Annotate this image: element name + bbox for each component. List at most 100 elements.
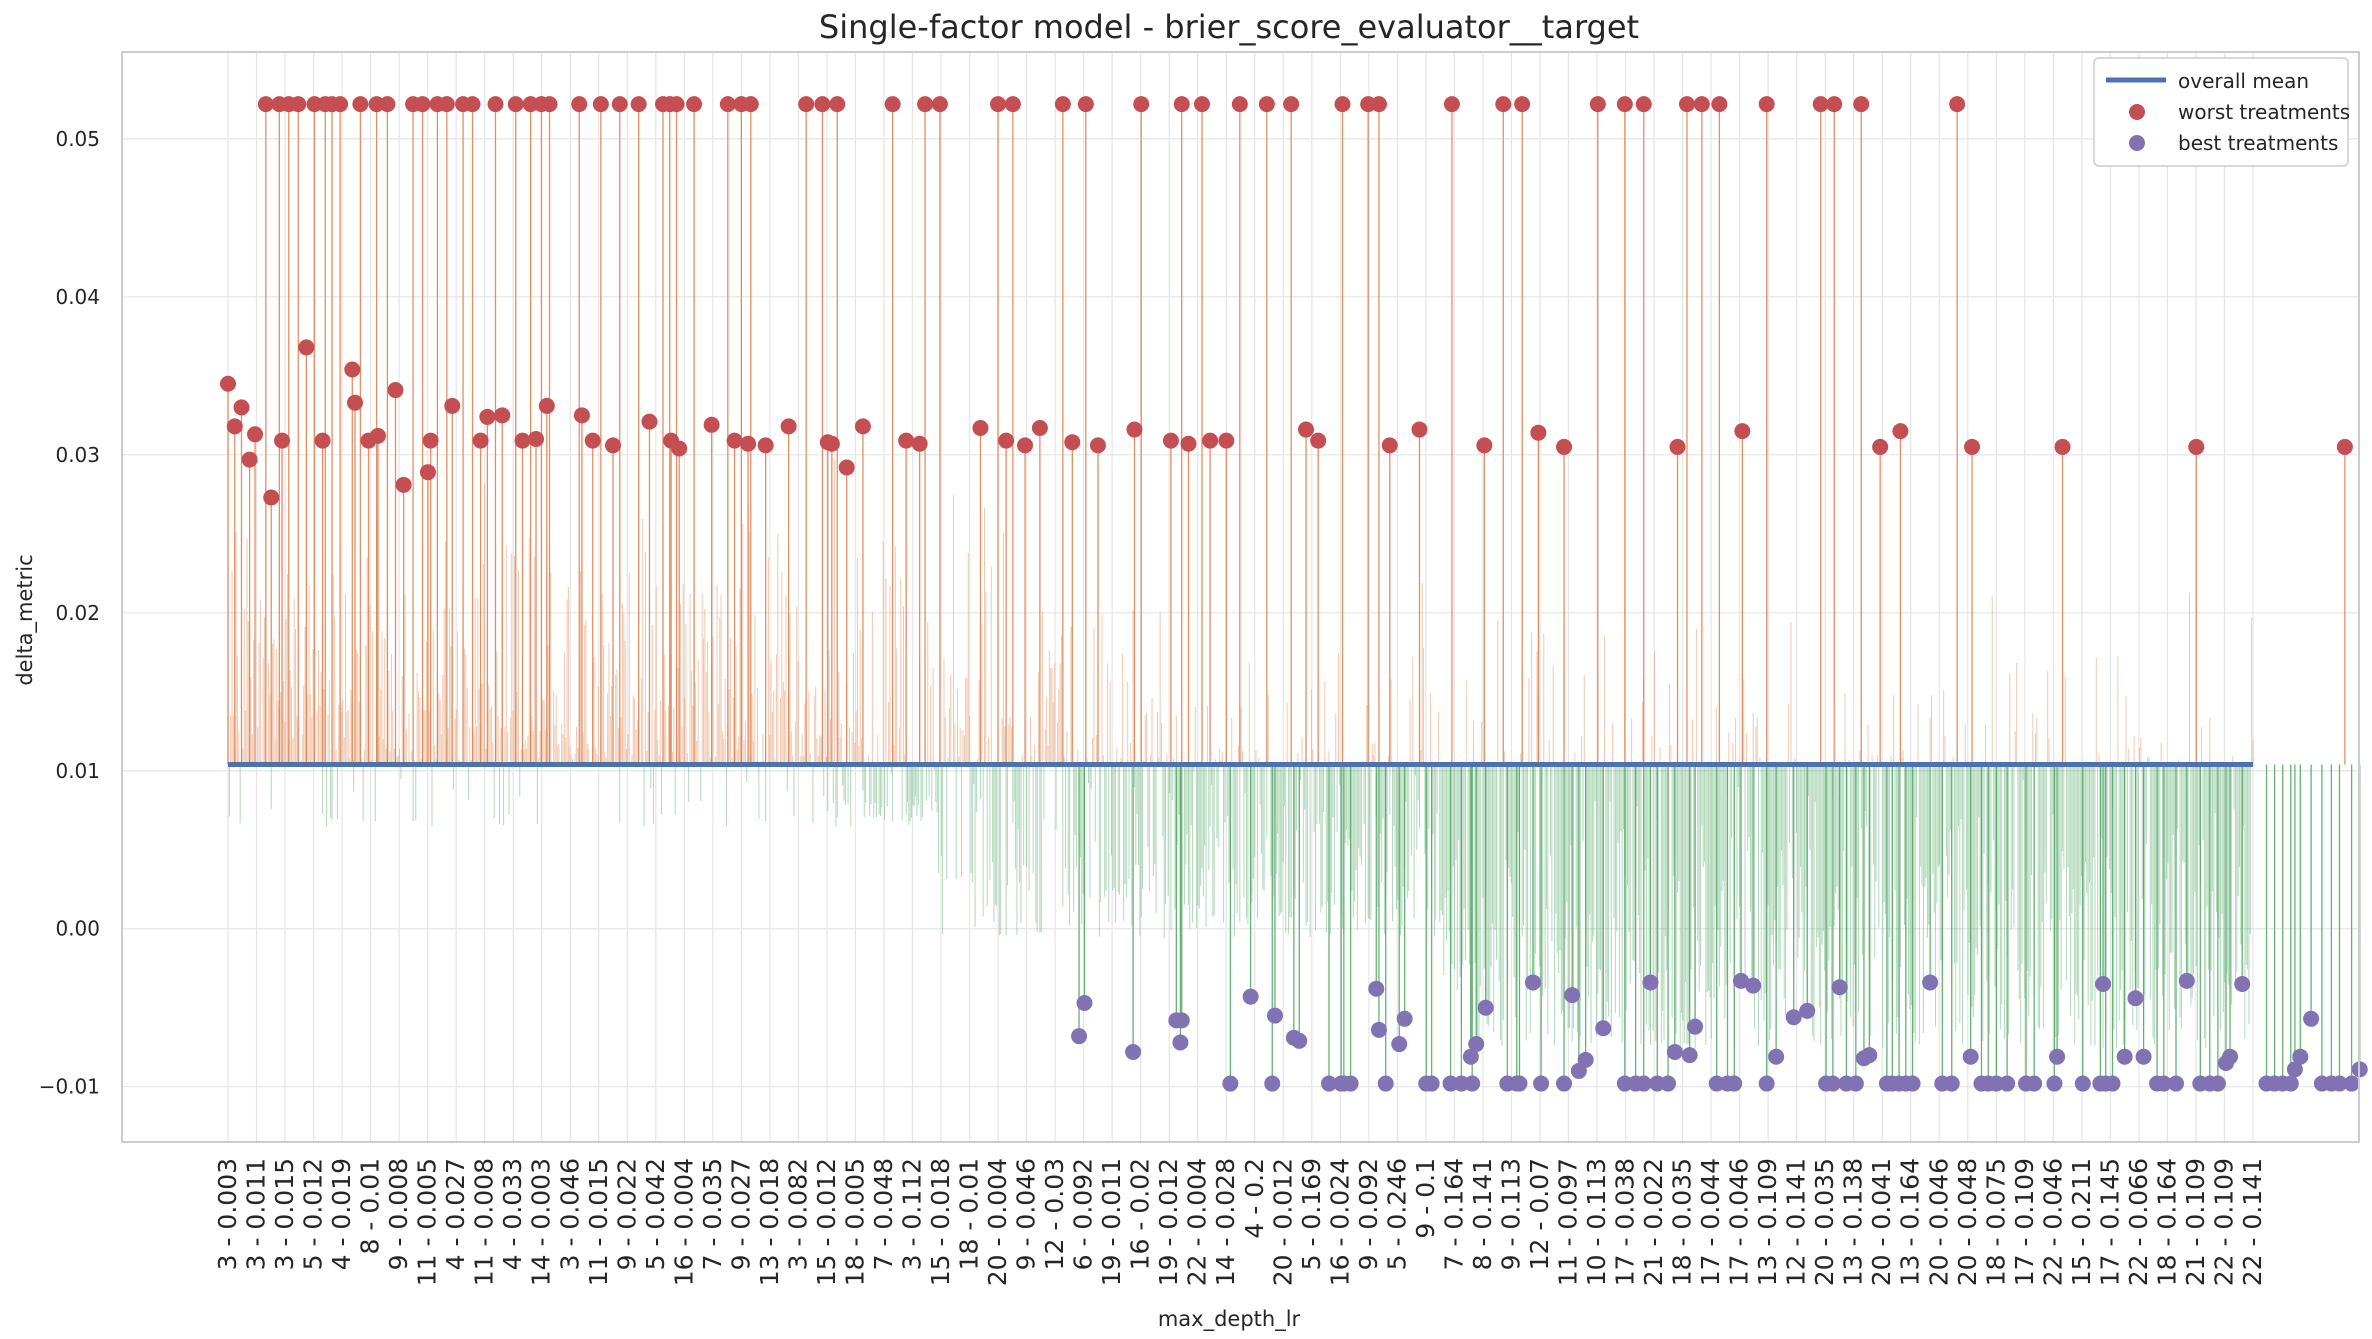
x-tick-label: 21 - 0.109 <box>2181 1158 2210 1286</box>
scatter-points <box>220 96 2372 1092</box>
best-treatments-point <box>1726 1075 1743 1092</box>
worst-treatments-point <box>247 426 264 443</box>
x-tick-label: 20 - 0.035 <box>1810 1158 1839 1286</box>
worst-treatments-point <box>740 435 757 452</box>
worst-treatments-point <box>931 96 948 113</box>
x-tick-label: 17 - 0.038 <box>1611 1158 1640 1286</box>
grid-lines <box>122 52 2359 1142</box>
worst-treatments-point <box>823 435 840 452</box>
worst-treatments-point <box>274 432 291 449</box>
worst-treatments-point <box>814 96 831 113</box>
best-treatments-point <box>1681 1047 1698 1064</box>
worst-treatments-point <box>379 96 396 113</box>
worst-treatments-point <box>990 96 1007 113</box>
best-treatments-point <box>1266 1007 1283 1024</box>
x-tick-label: 9 - 0.027 <box>726 1158 755 1270</box>
worst-treatments-point <box>314 432 331 449</box>
y-tick-label: 0.00 <box>55 917 100 941</box>
x-tick-label: 15 - 0.018 <box>926 1158 955 1286</box>
x-tick-label: 22 - 0.141 <box>2238 1158 2267 1286</box>
legend-worst-swatch <box>2129 104 2145 120</box>
worst-treatments-point <box>1180 435 1197 452</box>
worst-treatments-point <box>898 432 915 449</box>
worst-treatments-point <box>1616 96 1633 113</box>
worst-treatments-point <box>780 418 797 435</box>
best-treatments-point <box>1462 1048 1479 1065</box>
worst-treatments-point <box>479 408 496 425</box>
best-treatments-point <box>2234 976 2251 993</box>
worst-treatments-point <box>1443 96 1460 113</box>
best-treatments-point <box>2343 1075 2360 1092</box>
worst-treatments-point <box>514 432 531 449</box>
best-treatments-point <box>1556 1075 1573 1092</box>
worst-treatments-point <box>1370 96 1387 113</box>
worst-treatments-point <box>605 437 622 454</box>
x-tick-label: 22 - 0.109 <box>2209 1158 2238 1286</box>
y-tick-labels: −0.01 0.00 0.01 0.02 0.03 0.04 0.05 <box>39 127 100 1099</box>
worst-treatments-point <box>592 96 609 113</box>
y-tick-label: 0.05 <box>55 127 100 151</box>
worst-treatments-point <box>1258 96 1275 113</box>
worst-treatments-point <box>1589 96 1606 113</box>
best-treatments-point <box>1577 1051 1594 1068</box>
x-tick-label: 17 - 0.046 <box>1725 1158 1754 1286</box>
x-tick-label: 8 - 0.141 <box>1468 1158 1497 1270</box>
best-treatments-point <box>1785 1009 1802 1026</box>
x-tick-label: 20 - 0.046 <box>1924 1158 1953 1286</box>
best-treatments-point <box>1745 977 1762 994</box>
best-treatments-point <box>1071 1028 1088 1045</box>
worst-treatments-point <box>464 96 481 113</box>
x-tick-label: 17 - 0.044 <box>1696 1158 1725 1286</box>
worst-treatments-point <box>220 375 236 392</box>
x-tick-label: 18 - 0.035 <box>1668 1158 1697 1286</box>
x-tick-label: 14 - 0.028 <box>1211 1158 1240 1286</box>
best-treatments-point <box>1799 1002 1816 1019</box>
worst-treatments-point <box>1077 96 1094 113</box>
worst-treatments-point <box>798 96 815 113</box>
x-tick-label: 4 - 0.019 <box>327 1158 356 1270</box>
best-treatments-point <box>1943 1075 1960 1092</box>
x-tick-label: 20 - 0.048 <box>1953 1158 1982 1286</box>
worst-treatments-point <box>494 407 511 424</box>
worst-treatments-point <box>332 96 349 113</box>
best-treatments-point <box>1396 1010 1413 1027</box>
best-treatments-point <box>1423 1075 1440 1092</box>
best-treatments-point <box>1635 1075 1652 1092</box>
x-tick-label: 3 - 0.003 <box>213 1158 242 1270</box>
worst-treatments-point <box>1381 437 1398 454</box>
worst-treatments-point <box>911 435 928 452</box>
best-treatments-point <box>1660 1075 1677 1092</box>
x-tick-label: 14 - 0.003 <box>527 1158 556 1286</box>
x-tick-label: 15 - 0.211 <box>2067 1158 2096 1286</box>
x-tick-label: 18 - 0.075 <box>1981 1158 2010 1286</box>
best-treatments-point <box>1370 1021 1387 1038</box>
best-treatments-point <box>1511 1075 1528 1092</box>
y-tick-label: 0.03 <box>55 443 100 467</box>
best-treatments-point <box>1391 1036 1408 1053</box>
x-tick-label: 11 - 0.005 <box>413 1158 442 1286</box>
x-tick-label: 12 - 0.141 <box>1782 1158 1811 1286</box>
best-treatments-point <box>1076 994 1093 1011</box>
x-tick-label: 3 - 0.046 <box>555 1158 584 1270</box>
x-tick-label: 4 - 0.027 <box>441 1158 470 1270</box>
worst-treatments-point <box>1298 421 1315 438</box>
worst-treatments-point <box>1031 419 1048 436</box>
worst-treatments-point <box>571 96 588 113</box>
best-treatments-point <box>1264 1075 1281 1092</box>
worst-treatments-point <box>1476 437 1493 454</box>
worst-treatments-point <box>2336 438 2353 455</box>
x-tick-label: 7 - 0.035 <box>698 1158 727 1270</box>
worst-treatments-point <box>1004 96 1021 113</box>
worst-treatments-point <box>584 432 601 449</box>
worst-treatments-point <box>641 413 658 430</box>
x-tick-label: 4 - 0.033 <box>498 1158 527 1270</box>
best-treatments-point <box>1477 999 1494 1016</box>
worst-treatments-point <box>352 96 369 113</box>
best-treatments-point <box>2095 976 2112 993</box>
x-tick-label: 19 - 0.012 <box>1154 1158 1183 1286</box>
worst-treatments-point <box>1964 438 1981 455</box>
worst-treatments-point <box>438 96 455 113</box>
best-treatments-point <box>1666 1043 1683 1060</box>
y-tick-label: 0.04 <box>55 285 100 309</box>
